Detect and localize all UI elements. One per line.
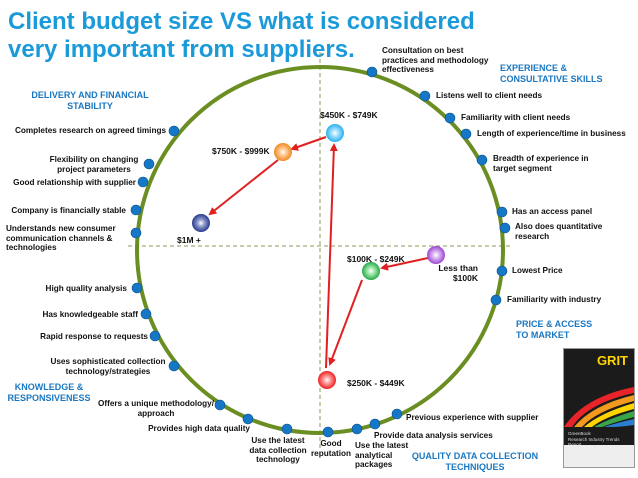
arrow-250k-to-450k [325,143,338,369]
dot-knowledgeable-staff [140,308,152,320]
dot-high-quality-analysis [131,282,143,294]
dot-familiarity-industry [490,294,502,306]
label-high-quality-analysis: High quality analysis [45,284,127,293]
arrow-750k-to-1m [208,159,279,216]
label-previous-experience: Previous experience with supplier [406,413,539,422]
dot-completes-research [168,125,180,137]
dot-high-quality-data [242,413,254,425]
label-rapid-response: Rapid response to requests [40,332,148,341]
label-familiarity-industry: Familiarity with industry [507,295,602,304]
budget-bubble-450k-749k [326,124,344,142]
arrow-less100k-to-100k [380,257,429,271]
budget-label-250k-449k: $250K - $449K [347,378,405,388]
label-financially-stable: Company is financially stable [11,206,126,215]
dot-previous-experience [391,408,403,420]
dot-consultation [366,66,378,78]
grit-report-cover: GRIT GreenBook Research Industry Trends … [563,348,635,468]
budget-label-less-100k: Less than $100K [438,263,478,283]
label-listens: Listens well to client needs [436,91,543,100]
label-familiarity-client: Familiarity with client needs [461,113,571,122]
dot-rapid-response [149,330,161,342]
budget-bubble-100k-249k [362,262,380,280]
attribute-dots [130,66,511,438]
dot-sophisticated-collection [168,360,180,372]
grit-report-subtitle: GreenBook Research Industry Trends Repor… [568,431,620,447]
budget-label-450k-749k: $450K - $749K [320,110,378,120]
dot-access-panel [496,206,508,218]
label-breadth-experience: Breadth of experience in target segment [493,154,589,173]
dot-data-analysis [369,418,381,430]
budget-bubble-250k-449k [318,371,336,389]
dot-lowest-price [496,265,508,277]
budget-bubble-less-100k [427,246,445,264]
arrow-100k-to-250k [328,279,363,366]
label-good-reputation: Good reputation [310,439,352,458]
dot-latest-data-collection [281,423,293,435]
dot-good-relationship [137,176,149,188]
label-lowest-price: Lowest Price [512,266,563,275]
attribute-circle [135,65,505,435]
budget-label-1m-plus: $1M + [177,235,201,245]
label-quantitative: Also does quantitative research [515,222,603,241]
dot-financially-stable [130,204,142,216]
dot-breadth-experience [476,154,488,166]
label-high-quality-data: Provides high data quality [148,424,250,433]
section-experience: EXPERIENCE & CONSULTATIVE SKILLS [500,63,603,84]
dot-listens [419,90,431,102]
label-completes-research: Completes research on agreed timings [14,126,166,135]
label-sophisticated-collection: Uses sophisticated collection technology… [50,357,166,376]
label-flexibility: Flexibility on changing project paramete… [49,155,139,174]
budget-bubble-750k-999k [274,143,292,161]
dot-analytical-packages [351,423,363,435]
dot-familiarity-client [444,112,456,124]
dot-flexibility [143,158,155,170]
label-consultation: Consultation on best practices and metho… [382,46,489,74]
report-cover-graphic [564,387,634,427]
budget-label-750k-999k: $750K - $999K [212,146,270,156]
label-analytical-packages: Use the latest analytical packages [355,441,409,469]
section-knowledge: KNOWLEDGE & RESPONSIVENESS [7,382,91,403]
label-new-channels: Understands new consumer communication c… [6,224,116,252]
label-access-panel: Has an access panel [512,207,593,216]
label-good-relationship: Good relationship with supplier [13,178,136,187]
grit-report-title: GRIT [596,353,628,368]
label-unique-methodology: Offers a unique methodology/ approach [98,399,214,418]
label-data-analysis: Provide data analysis services [374,431,493,440]
section-price: PRICE & ACCESS TO MARKET [516,319,593,340]
label-knowledgeable-staff: Has knowledgeable staff [42,310,138,319]
dot-good-reputation [322,426,334,438]
label-length-experience: Length of experience/time in business [477,129,626,138]
section-quality: QUALITY DATA COLLECTION TECHNIQUES [411,451,539,472]
dot-quantitative [499,222,511,234]
arrow-450k-to-750k [290,136,327,151]
dot-length-experience [460,128,472,140]
dot-unique-methodology [214,399,226,411]
report-logos [564,445,634,467]
section-delivery: DELIVERY AND FINANCIAL STABILITY [31,90,149,111]
budget-label-100k-249k: $100K - $249K [347,254,405,264]
label-latest-data-collection: Use the latest data collection technolog… [249,436,307,464]
budget-bubble-1m-plus [192,214,210,232]
page-title: Client budget size VS what is considered… [8,8,475,63]
dot-new-channels [130,227,142,239]
